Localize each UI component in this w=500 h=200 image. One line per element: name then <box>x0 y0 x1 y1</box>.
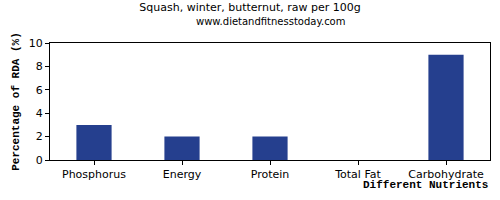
svg-text:Total Fat: Total Fat <box>334 168 381 181</box>
svg-text:Energy: Energy <box>163 168 202 181</box>
svg-text:Percentage of RDA (%): Percentage of RDA (%) <box>10 32 22 171</box>
svg-text:Carbohydrate: Carbohydrate <box>408 168 484 181</box>
svg-text:Phosphorus: Phosphorus <box>62 168 126 181</box>
svg-text:4: 4 <box>36 107 43 120</box>
svg-text:0: 0 <box>36 154 43 167</box>
svg-text:Different Nutrients: Different Nutrients <box>363 179 488 191</box>
svg-text:Protein: Protein <box>251 168 290 181</box>
svg-text:2: 2 <box>36 130 43 143</box>
svg-text:8: 8 <box>36 60 43 73</box>
svg-text:6: 6 <box>36 84 43 97</box>
svg-text:10: 10 <box>29 37 43 50</box>
svg-text:www.dietandfitnesstoday.com: www.dietandfitnesstoday.com <box>196 16 345 27</box>
svg-text:Squash, winter, butternut, raw: Squash, winter, butternut, raw per 100g <box>139 1 360 14</box>
